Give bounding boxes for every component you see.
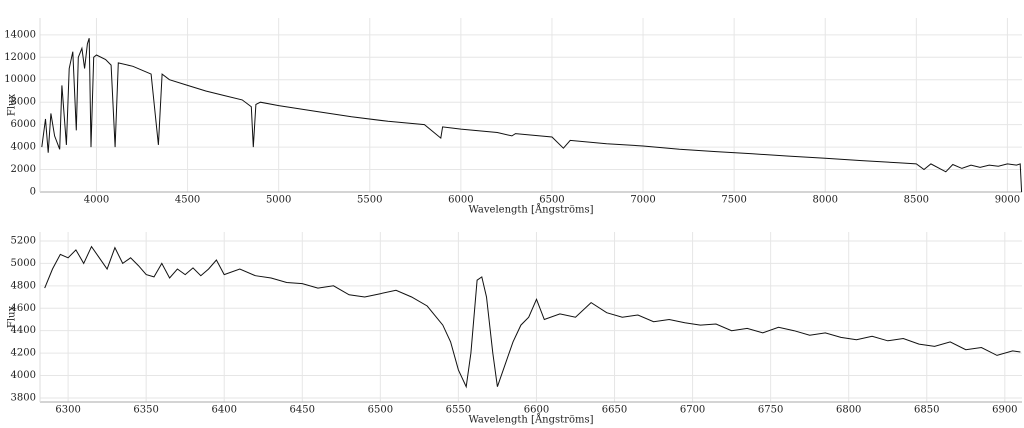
y-tick-label: 12000 <box>4 52 36 63</box>
x-tick-label: 7000 <box>630 195 655 206</box>
x-tick-label: 6800 <box>836 405 861 416</box>
x-tick-label: 7500 <box>721 195 746 206</box>
y-tick-label: 3800 <box>11 392 36 403</box>
y-tick-label: 10000 <box>4 74 36 85</box>
y-tick-label: 14000 <box>4 29 36 40</box>
x-tick-label: 6750 <box>758 405 783 416</box>
x-tick-label: 6350 <box>133 405 158 416</box>
spectrum-line <box>44 245 1021 389</box>
y-tick-label: 4400 <box>11 325 36 336</box>
y-tick-label: 5000 <box>11 258 36 269</box>
x-tick-label: 6300 <box>55 405 80 416</box>
x-tick-label: 6000 <box>448 195 473 206</box>
x-tick-label: 4000 <box>84 195 109 206</box>
y-axis-label: Flux <box>7 94 18 117</box>
y-tick-label: 6000 <box>11 119 36 130</box>
y-axis-label: Flux <box>7 306 18 329</box>
x-tick-label: 6500 <box>539 195 564 206</box>
x-tick-label: 6550 <box>446 405 471 416</box>
y-tick-label: 2000 <box>11 164 36 175</box>
x-tick-label: 8000 <box>813 195 838 206</box>
x-tick-label: 6600 <box>524 405 549 416</box>
x-tick-label: 6450 <box>290 405 315 416</box>
y-tick-label: 4600 <box>11 303 36 314</box>
x-axis-label: Wavelength [Ångströms] <box>469 414 594 426</box>
x-tick-label: 5000 <box>266 195 291 206</box>
y-tick-label: 0 <box>30 187 36 198</box>
y-tick-label: 8000 <box>11 97 36 108</box>
y-tick-label: 4800 <box>11 280 36 291</box>
x-tick-label: 8500 <box>904 195 929 206</box>
x-tick-label: 9000 <box>995 195 1020 206</box>
x-tick-label: 4500 <box>175 195 200 206</box>
y-tick-label: 4000 <box>11 370 36 381</box>
x-tick-label: 6400 <box>211 405 236 416</box>
x-tick-label: 6900 <box>992 405 1017 416</box>
y-tick-label: 4000 <box>11 142 36 153</box>
y-tick-label: 5200 <box>11 235 36 246</box>
x-tick-label: 6650 <box>602 405 627 416</box>
x-tick-label: 6500 <box>368 405 393 416</box>
x-axis-label: Wavelength [Ångströms] <box>469 204 594 216</box>
y-tick-label: 4200 <box>11 348 36 359</box>
spectrum-line <box>41 38 1023 193</box>
x-tick-label: 6850 <box>914 405 939 416</box>
x-tick-label: 6700 <box>680 405 705 416</box>
x-tick-label: 5500 <box>357 195 382 206</box>
